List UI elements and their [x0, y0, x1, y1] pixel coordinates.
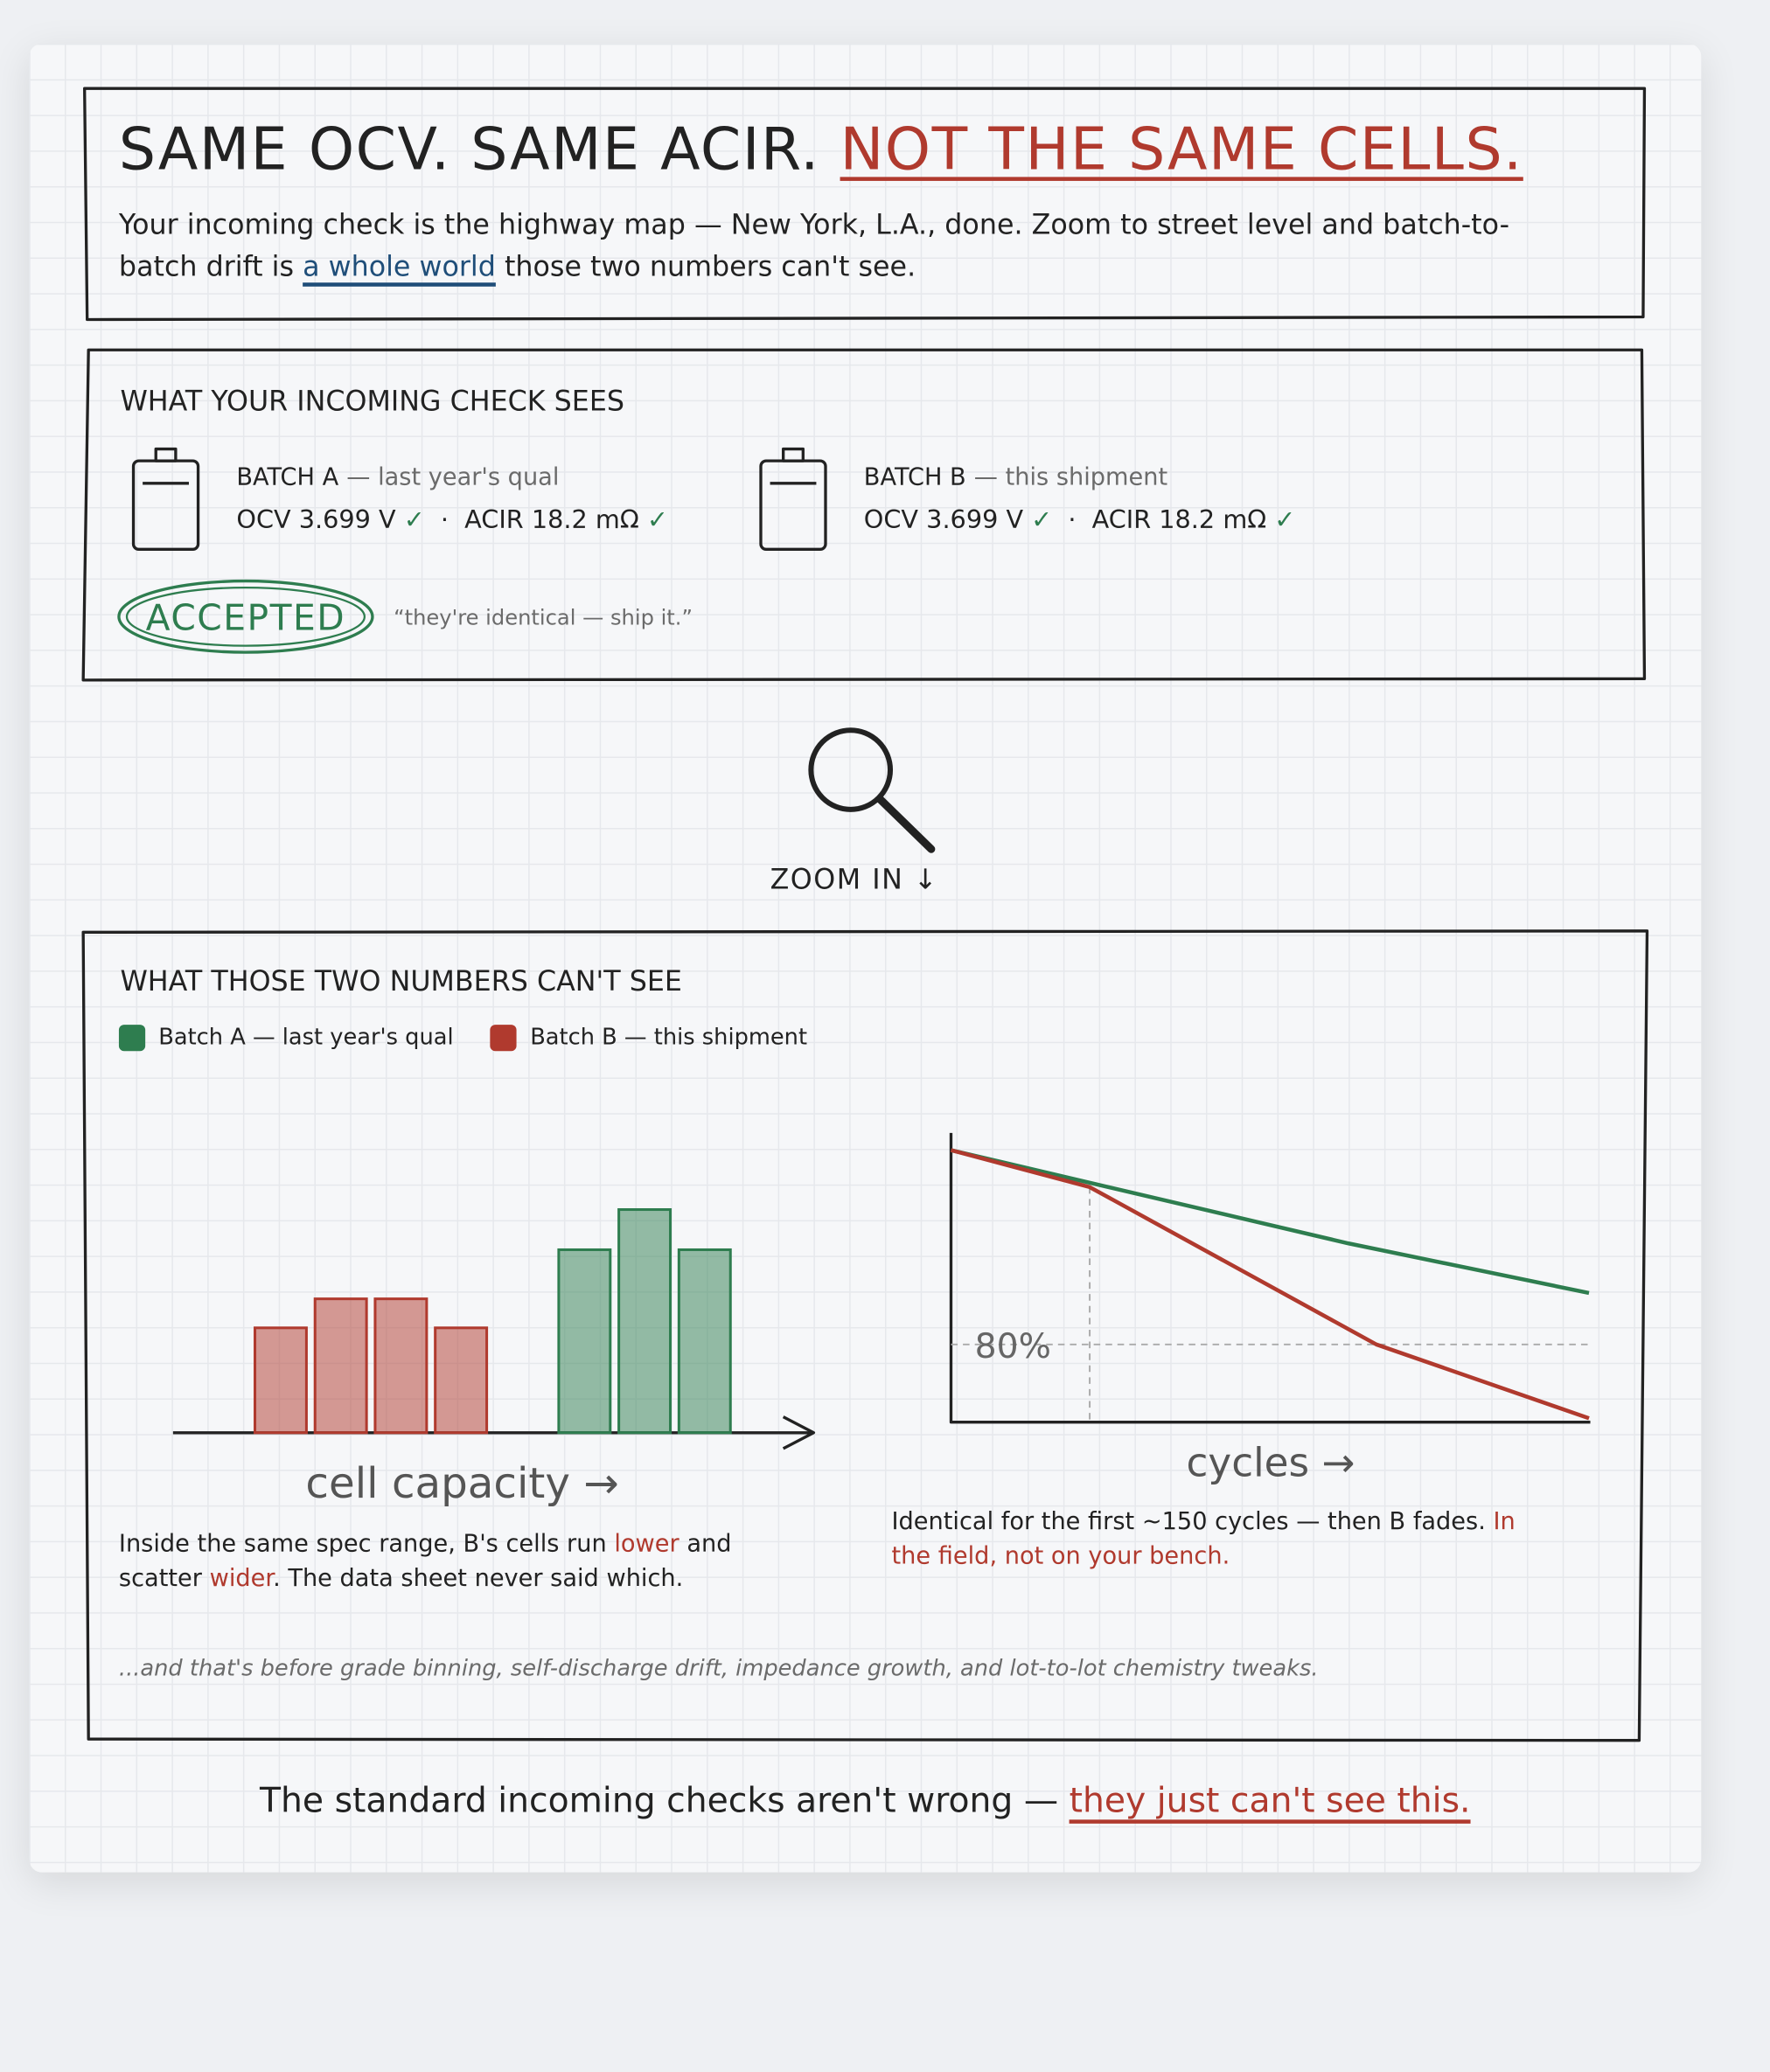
caption-emphasis: lower	[614, 1530, 679, 1559]
title-emphasis: NOT THE SAME CELLS.	[840, 115, 1523, 184]
subtitle-text: those two numbers can't see.	[504, 250, 916, 283]
ocv: OCV 3.699 V	[863, 505, 1024, 535]
reference-label: 80%	[975, 1327, 1051, 1366]
subtitle: Your incoming check is the highway map —…	[118, 208, 1510, 240]
check-box	[81, 348, 1647, 682]
axis-arrow	[782, 1415, 816, 1450]
subtitle-text: batch drift is	[118, 250, 295, 283]
caption-emphasis: wider	[209, 1564, 274, 1593]
battery-icon	[131, 447, 200, 551]
title-lead: SAME OCV. SAME ACIR.	[118, 115, 820, 184]
card	[29, 43, 1702, 1873]
footnote: ...and that's before grade binning, self…	[118, 1656, 1319, 1683]
batch-title: BATCH B — this shipment	[864, 463, 1167, 491]
stamp-text: ACCEPTED	[146, 596, 346, 638]
legend-label: Batch A — last year's qual	[158, 1025, 454, 1052]
batch-title: BATCH A — last year's qual	[236, 463, 559, 491]
x-axis-label: cell capacity →	[305, 1459, 618, 1508]
closing-lead: The standard incoming checks aren't wron…	[260, 1781, 1059, 1821]
closing-emphasis: they just can't see this.	[1069, 1781, 1471, 1821]
subtitle: batch drift is a whole world those two n…	[119, 251, 916, 282]
legend-item: Batch B — this shipment	[490, 1025, 808, 1052]
acir: ACIR 18.2 mΩ	[1091, 505, 1267, 535]
legend-item: Batch A — last year's qual	[118, 1025, 454, 1052]
subtitle-link[interactable]: a whole world	[303, 250, 496, 283]
zoom-label: ZOOM IN ↓	[770, 863, 939, 896]
caption-text: Identical for the first ~150 cycles — th…	[891, 1507, 1486, 1536]
ocv: OCV 3.699 V	[236, 505, 396, 535]
check: ✓	[646, 505, 668, 535]
legend-label: Batch B — this shipment	[530, 1025, 808, 1052]
batch-name: BATCH B	[863, 463, 966, 491]
caption-emphasis: the field, not on your bench.	[891, 1542, 1230, 1570]
check: ✓	[1274, 505, 1296, 535]
title: SAME OCV. SAME ACIR. NOT THE SAME CELLS.	[119, 116, 1523, 184]
zoom-box	[81, 929, 1649, 1742]
legend: Batch A — last year's qual Batch B — this…	[118, 1025, 808, 1052]
legend-swatch	[118, 1025, 146, 1052]
separator: ·	[440, 505, 449, 535]
header-box	[83, 87, 1647, 322]
bar	[253, 1326, 308, 1435]
magnifier-icon	[808, 727, 936, 853]
axes	[949, 1132, 1591, 1424]
bar	[677, 1248, 732, 1435]
x-axis-label: cycles →	[1186, 1440, 1355, 1486]
section-heading: WHAT THOSE TWO NUMBERS CAN'T SEE	[120, 965, 682, 998]
bar	[434, 1326, 489, 1435]
series-line	[950, 1148, 1590, 1421]
caption: Inside the same spec range, B's cells ru…	[119, 1528, 732, 1597]
caption-emphasis: In	[1493, 1507, 1516, 1536]
caption-text: and	[679, 1530, 732, 1559]
caption-text: scatter	[118, 1564, 210, 1593]
quote: “they're identical — ship it.”	[394, 604, 693, 630]
batch-readings: OCV 3.699 V ✓ · ACIR 18.2 mΩ ✓	[864, 505, 1296, 534]
legend-swatch	[490, 1025, 518, 1052]
closing: The standard incoming checks aren't wron…	[0, 1782, 1731, 1821]
batch-readings: OCV 3.699 V ✓ · ACIR 18.2 mΩ ✓	[236, 505, 668, 534]
bar	[373, 1297, 429, 1435]
bar	[557, 1248, 612, 1435]
check: ✓	[1031, 505, 1053, 535]
batch-name: BATCH A	[236, 463, 339, 491]
batch-note: — last year's qual	[346, 463, 560, 491]
check: ✓	[403, 505, 425, 535]
bar	[313, 1297, 368, 1435]
bar	[617, 1208, 672, 1435]
acir: ACIR 18.2 mΩ	[464, 505, 639, 535]
separator: ·	[1068, 505, 1077, 535]
caption-text: . The data sheet never said which.	[273, 1564, 684, 1593]
stamp-border	[117, 579, 374, 654]
batch-note: — this shipment	[973, 463, 1168, 491]
series-line	[950, 1148, 1590, 1296]
battery-icon	[759, 447, 827, 551]
caption: Identical for the first ~150 cycles — th…	[892, 1505, 1516, 1575]
section-heading: WHAT YOUR INCOMING CHECK SEES	[120, 386, 625, 418]
caption-text: Inside the same spec range, B's cells ru…	[118, 1530, 615, 1559]
charts: 80%	[253, 1148, 1590, 1435]
